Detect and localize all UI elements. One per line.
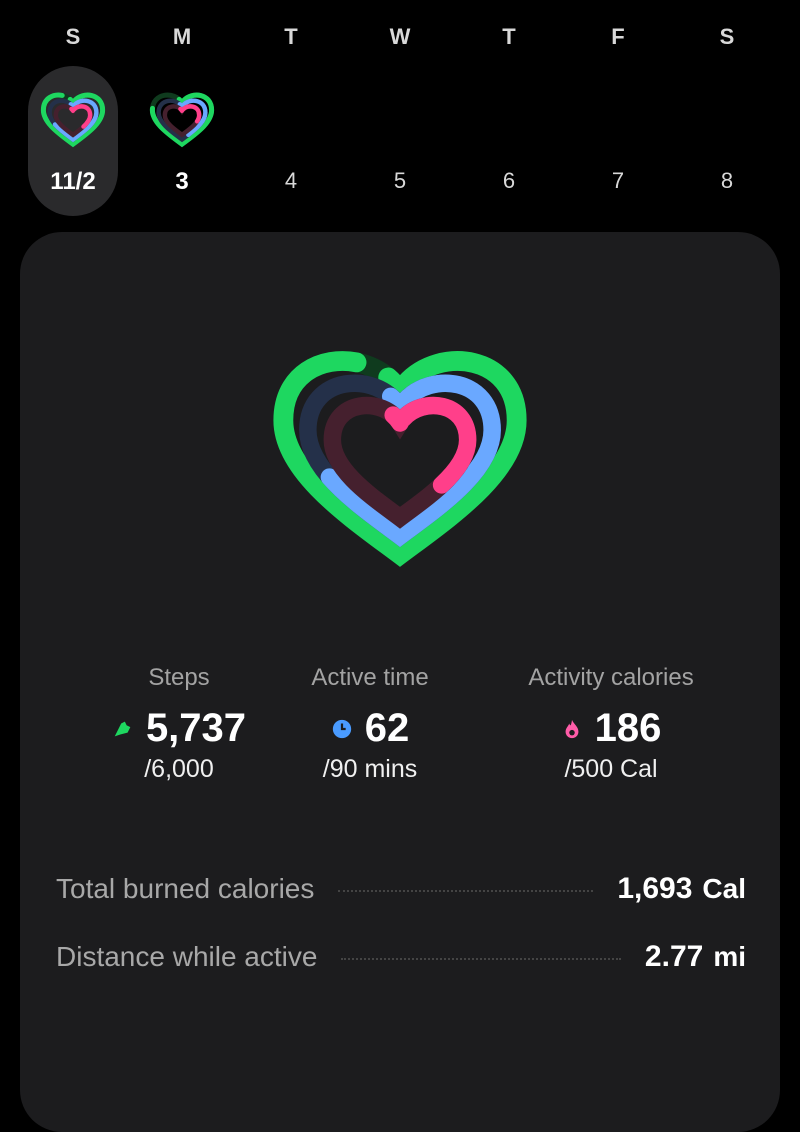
- day-date: 5: [393, 168, 407, 193]
- stat-value: 186: [594, 706, 662, 750]
- stat-active-time[interactable]: Active time 62 /90 mins: [245, 664, 495, 784]
- stat-value: 62: [364, 706, 410, 750]
- summary-unit: Cal: [702, 873, 746, 904]
- stat-goal: /90 mins: [322, 755, 418, 783]
- calories-ring-progress: [162, 104, 202, 138]
- day-letter: T: [284, 24, 298, 49]
- summary-total-burned-calories: Total burned calories 1,693 Cal: [56, 869, 746, 909]
- day-date: 8: [720, 168, 734, 193]
- steps-ring-progress: [273, 351, 527, 567]
- calories-ring: [323, 396, 477, 529]
- stat-goal: /6,000: [144, 755, 214, 783]
- steps-ring: [273, 351, 527, 567]
- summary-value: 2.77: [644, 940, 704, 973]
- summary-value: 1,693: [617, 872, 693, 905]
- day-0[interactable]: S 11/2: [28, 0, 118, 220]
- summary-label: Distance while active: [56, 941, 318, 972]
- summary-label: Total burned calories: [56, 873, 315, 904]
- stat-label: Active time: [311, 664, 429, 691]
- dotted-leader: [341, 958, 621, 960]
- summary-distance-while-active: Distance while active 2.77 mi: [56, 937, 746, 977]
- day-letter: W: [389, 24, 411, 49]
- calories-ring-progress: [53, 104, 93, 138]
- calories-ring: [162, 104, 202, 138]
- day-letter: M: [172, 24, 192, 49]
- daily-activity-card: Steps 5,737 /6,000 Active time 62 /90 mi…: [20, 232, 780, 1132]
- stat-label: Activity calories: [528, 664, 694, 691]
- calories-ring-progress: [323, 396, 477, 529]
- active-time-ring-progress: [156, 98, 208, 143]
- activity-rings-heart: [273, 351, 527, 567]
- day-date: 11/2: [50, 168, 96, 195]
- steps-ring: [149, 92, 215, 148]
- shoe-icon: [114, 721, 131, 736]
- active-time-ring: [299, 374, 501, 548]
- steps-ring: [40, 92, 106, 148]
- dotted-leader: [338, 890, 594, 892]
- summary-unit: mi: [713, 941, 746, 972]
- calories-ring: [53, 104, 93, 138]
- stat-goal: /500 Cal: [564, 755, 658, 783]
- mini-activity-rings-icon: [40, 92, 106, 148]
- active-time-ring: [47, 98, 99, 143]
- day-letter: F: [611, 24, 625, 49]
- day-date: 4: [284, 168, 298, 193]
- day-letter: T: [502, 24, 516, 49]
- stat-label: Steps: [148, 664, 210, 691]
- stat-steps[interactable]: Steps 5,737 /6,000: [54, 664, 304, 784]
- day-letter: S: [65, 24, 81, 49]
- active-time-ring-progress: [47, 98, 99, 143]
- clock-icon: [332, 719, 351, 738]
- stat-value: 5,737: [145, 706, 247, 750]
- day-date: 7: [611, 168, 625, 193]
- day-date: 6: [502, 168, 516, 193]
- active-time-ring: [156, 98, 208, 143]
- stat-activity-calories[interactable]: Activity calories 186 /500 Cal: [486, 664, 736, 784]
- day-date: 3: [175, 168, 189, 195]
- flame-icon: [565, 719, 579, 738]
- steps-ring-progress: [40, 92, 106, 148]
- active-time-ring-progress: [299, 374, 501, 548]
- day-letter: S: [719, 24, 735, 49]
- mini-activity-rings-icon: [149, 92, 215, 148]
- steps-ring-progress: [149, 92, 215, 148]
